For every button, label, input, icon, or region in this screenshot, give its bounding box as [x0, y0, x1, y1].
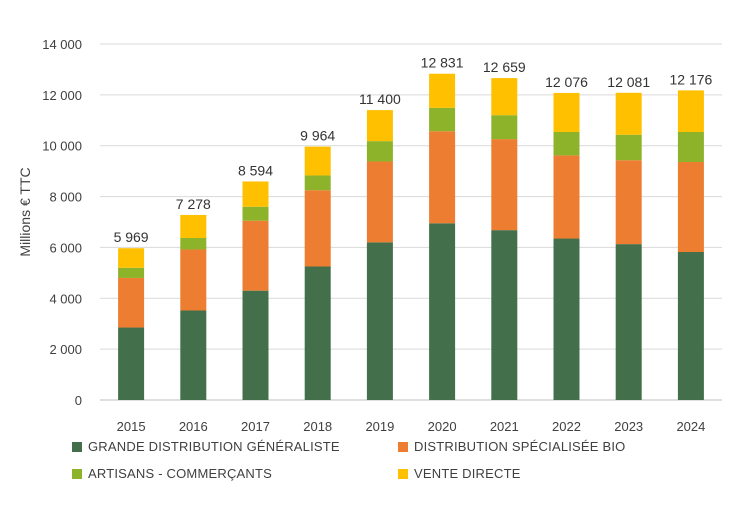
total-label: 12 659	[483, 59, 526, 75]
bar-segment	[242, 181, 269, 207]
y-tick-label: 0	[75, 393, 82, 408]
bar-segment	[429, 223, 456, 400]
x-tick-label: 2017	[241, 419, 270, 434]
bar-segment	[366, 141, 393, 162]
y-tick-label: 10 000	[42, 139, 82, 154]
bar-segment	[553, 92, 580, 132]
y-tick-label: 14 000	[42, 37, 82, 52]
y-axis-ticks: 0 2 000 4 000 6 000 8 000 10 000 12 000 14 000	[42, 37, 82, 408]
x-tick-label: 2016	[179, 419, 208, 434]
y-axis-label: Millions € TTC	[17, 167, 33, 256]
y-tick-label: 4 000	[49, 291, 82, 306]
y-tick-label: 12 000	[42, 88, 82, 103]
total-label: 12 176	[669, 71, 712, 87]
bar-segment	[180, 310, 207, 400]
x-tick-label: 2019	[365, 419, 394, 434]
bar-segment	[180, 214, 207, 239]
total-labels: 5 969 7 278 8 594 9 964 11 400 12 831 12 659 12…	[114, 55, 713, 245]
bar-segment	[366, 242, 393, 400]
bar-segment	[677, 131, 704, 162]
bar-segment	[615, 160, 642, 245]
x-tick-label: 2015	[117, 419, 146, 434]
x-tick-label: 2024	[676, 419, 705, 434]
bar-segment	[242, 290, 269, 400]
bar-segment	[118, 327, 145, 400]
bar-segment	[118, 277, 145, 328]
total-label: 5 969	[114, 229, 149, 245]
bar-segment	[304, 190, 331, 267]
bar-segment	[304, 175, 331, 191]
x-tick-label: 2018	[303, 419, 332, 434]
legend-label: GRANDE DISTRIBUTION GÉNÉRALISTE	[88, 439, 340, 454]
bar-segment	[118, 267, 145, 278]
total-label: 12 831	[421, 55, 464, 71]
bar-segment	[553, 238, 580, 400]
bar-segment	[615, 92, 642, 135]
bar-segment	[304, 266, 331, 400]
y-tick-label: 6 000	[49, 240, 82, 255]
x-tick-label: 2021	[490, 419, 519, 434]
bar-segment	[615, 134, 642, 161]
bar-segment	[304, 146, 331, 176]
bar-segment	[553, 155, 580, 239]
bar-segment	[491, 78, 518, 116]
legend-swatch	[398, 468, 408, 479]
legend-label: ARTISANS - COMMERÇANTS	[88, 466, 273, 481]
bar-segment	[553, 131, 580, 156]
y-tick-label: 8 000	[49, 190, 82, 205]
bar-segment	[118, 248, 145, 268]
legend-item-distribution-specialisee: DISTRIBUTION SPÉCIALISÉE BIO	[398, 439, 625, 454]
x-tick-label: 2022	[552, 419, 581, 434]
total-label: 8 594	[238, 162, 273, 178]
bar-segment	[491, 115, 518, 140]
bar-segment	[677, 161, 704, 253]
x-axis-ticks: 2015 2016 2017 2018 2019 2020 2021 2022 2023 2024	[117, 419, 706, 434]
bar-segment	[429, 107, 456, 132]
total-label: 7 278	[176, 196, 211, 212]
legend-item-vente-directe: VENTE DIRECTE	[398, 466, 521, 481]
legend-swatch	[72, 441, 82, 452]
bar-segment	[429, 131, 456, 224]
bar-segment	[615, 244, 642, 400]
bar-segment	[242, 206, 269, 221]
bar-segment	[180, 249, 207, 311]
y-tick-label: 2 000	[49, 342, 82, 357]
legend-label: DISTRIBUTION SPÉCIALISÉE BIO	[414, 439, 626, 454]
total-label: 9 964	[300, 128, 335, 144]
bar-segment	[491, 139, 518, 231]
bar-segment	[180, 238, 207, 250]
bar-segment	[366, 110, 393, 142]
bar-segment	[677, 90, 704, 132]
bar-segment	[677, 252, 704, 400]
total-label: 11 400	[359, 91, 401, 107]
bar-segment	[429, 73, 456, 108]
total-label: 12 081	[607, 74, 650, 90]
legend-item-grande-distribution: GRANDE DISTRIBUTION GÉNÉRALISTE	[72, 439, 340, 454]
bar-segment	[366, 161, 393, 243]
bars	[118, 73, 704, 400]
total-label: 12 076	[545, 74, 588, 90]
legend-swatch	[398, 441, 408, 452]
bar-segment	[242, 220, 269, 291]
x-tick-label: 2023	[614, 419, 643, 434]
x-tick-label: 2020	[428, 419, 457, 434]
legend-label: VENTE DIRECTE	[414, 466, 521, 481]
bar-segment	[491, 230, 518, 400]
legend-item-artisans: ARTISANS - COMMERÇANTS	[72, 466, 272, 481]
legend-swatch	[72, 468, 82, 479]
